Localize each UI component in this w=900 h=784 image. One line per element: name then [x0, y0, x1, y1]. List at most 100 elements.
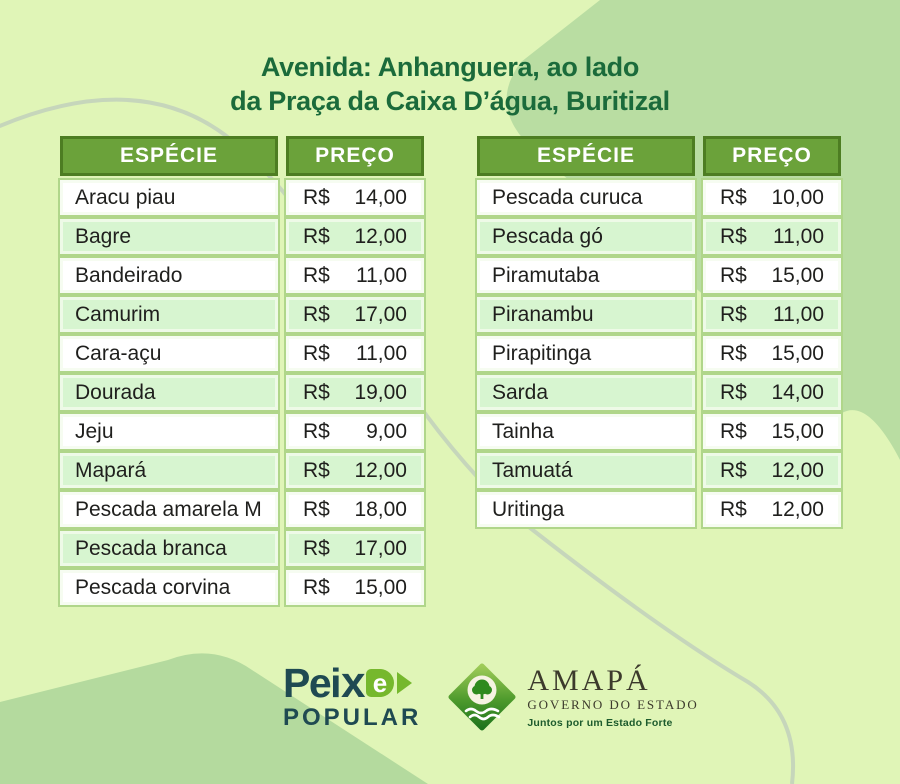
currency-symbol: R$ — [720, 263, 747, 287]
species-cell: Bagre — [60, 219, 278, 254]
species-column-header: ESPÉCIE — [477, 136, 695, 176]
currency-symbol: R$ — [303, 263, 330, 287]
species-cell: Dourada — [60, 375, 278, 410]
price-value: 12,00 — [771, 497, 824, 521]
currency-symbol: R$ — [303, 497, 330, 521]
species-cell: Piranambu — [477, 297, 695, 332]
currency-symbol: R$ — [303, 224, 330, 248]
amapa-diamond-icon — [448, 663, 516, 731]
price-value: 15,00 — [771, 341, 824, 365]
price-value: 14,00 — [354, 185, 407, 209]
price-value: 17,00 — [354, 302, 407, 326]
price-value: 15,00 — [771, 419, 824, 443]
amapa-tagline: Juntos por um Estado Forte — [527, 716, 673, 729]
price-cell: R$ 17,00 — [286, 297, 424, 332]
price-value: 12,00 — [354, 224, 407, 248]
species-cell: Mapará — [60, 453, 278, 488]
price-value: 11,00 — [773, 224, 824, 248]
species-cell: Jeju — [60, 414, 278, 449]
price-cell: R$ 11,00 — [703, 219, 841, 254]
species-cell: Tainha — [477, 414, 695, 449]
location-title-line1: Avenida: Anhanguera, ao lado — [260, 52, 640, 82]
species-cell: Tamuatá — [477, 453, 695, 488]
species-cell: Pescada amarela M — [60, 492, 278, 527]
price-value: 15,00 — [771, 263, 824, 287]
species-cell: Uritinga — [477, 492, 695, 527]
currency-symbol: R$ — [303, 419, 330, 443]
price-cell: R$ 18,00 — [286, 492, 424, 527]
amapa-government-logo: AMAPÁ GOVERNO DO ESTADO Juntos por um Es… — [447, 662, 698, 732]
price-value: 12,00 — [771, 458, 824, 482]
price-value: 11,00 — [773, 302, 824, 326]
footer-logos: Pei x e POPULAR — [283, 657, 699, 732]
species-cell: Piramutaba — [477, 258, 695, 293]
price-cell: R$ 14,00 — [703, 375, 841, 410]
price-value: 9,00 — [366, 419, 407, 443]
species-cell: Pescada gó — [477, 219, 695, 254]
fish-icon: e — [366, 668, 395, 698]
currency-symbol: R$ — [303, 302, 330, 326]
price-cell: R$ 15,00 — [703, 336, 841, 371]
currency-symbol: R$ — [303, 341, 330, 365]
price-cell: R$ 15,00 — [286, 570, 424, 605]
amapa-name: AMAPÁ — [527, 663, 651, 697]
currency-symbol: R$ — [303, 380, 330, 404]
price-value: 12,00 — [354, 458, 407, 482]
price-cell: R$ 12,00 — [703, 453, 841, 488]
popular-wordmark: POPULAR — [283, 703, 422, 731]
species-cell: Sarda — [477, 375, 695, 410]
price-cell: R$ 14,00 — [286, 180, 424, 215]
currency-symbol: R$ — [303, 536, 330, 560]
species-cell: Pescada branca — [60, 531, 278, 566]
peixe-wordmark: Pei x e — [283, 657, 421, 707]
price-cell: R$ 17,00 — [286, 531, 424, 566]
price-column-header: PREÇO — [703, 136, 841, 176]
price-cell: R$ 11,00 — [703, 297, 841, 332]
price-cell: R$ 12,00 — [703, 492, 841, 527]
currency-symbol: R$ — [720, 380, 747, 404]
currency-symbol: R$ — [303, 458, 330, 482]
currency-symbol: R$ — [720, 185, 747, 209]
peixe-popular-logo: Pei x e POPULAR — [283, 657, 422, 732]
price-cell: R$ 15,00 — [703, 258, 841, 293]
price-cell: R$ 12,00 — [286, 219, 424, 254]
location-title-line2: da Praça da Caixa D’água, Buritizal — [230, 86, 670, 116]
price-value: 17,00 — [354, 536, 407, 560]
peixe-pei-text: Pei — [283, 659, 342, 706]
price-cell: R$ 11,00 — [286, 336, 424, 371]
price-cell: R$ 15,00 — [703, 414, 841, 449]
location-title: Avenida: Anhanguera, ao lado da Praça da… — [0, 50, 900, 118]
price-cell: R$ 10,00 — [703, 180, 841, 215]
price-tables: ESPÉCIE PREÇO Aracu piau R$ 14,00 Bagre R$ 12,0… — [60, 136, 841, 605]
currency-symbol: R$ — [303, 185, 330, 209]
currency-symbol: R$ — [720, 302, 747, 326]
currency-symbol: R$ — [303, 575, 330, 599]
price-cell: R$ 19,00 — [286, 375, 424, 410]
price-table-left: ESPÉCIE PREÇO Aracu piau R$ 14,00 Bagre R$ 12,0… — [60, 136, 424, 605]
price-column-header: PREÇO — [286, 136, 424, 176]
species-cell: Pirapitinga — [477, 336, 695, 371]
price-cell: R$ 12,00 — [286, 453, 424, 488]
currency-symbol: R$ — [720, 419, 747, 443]
species-cell: Pescada corvina — [60, 570, 278, 605]
currency-symbol: R$ — [720, 341, 747, 365]
currency-symbol: R$ — [720, 497, 747, 521]
peixe-x-text: x — [341, 657, 365, 707]
price-table-right: ESPÉCIE PREÇO Pescada curuca R$ 10,00 Pescada… — [477, 136, 841, 527]
price-value: 18,00 — [354, 497, 407, 521]
currency-symbol: R$ — [720, 224, 747, 248]
price-cell: R$ 11,00 — [286, 258, 424, 293]
currency-symbol: R$ — [720, 458, 747, 482]
species-column-header: ESPÉCIE — [60, 136, 278, 176]
species-cell: Camurim — [60, 297, 278, 332]
amapa-subtitle: GOVERNO DO ESTADO — [527, 696, 699, 712]
fish-arrow-icon — [397, 671, 413, 694]
price-value: 11,00 — [356, 263, 407, 287]
price-value: 15,00 — [354, 575, 407, 599]
price-value: 14,00 — [771, 380, 824, 404]
species-cell: Cara-açu — [60, 336, 278, 371]
species-cell: Aracu piau — [60, 180, 278, 215]
price-value: 10,00 — [771, 185, 824, 209]
species-cell: Pescada curuca — [477, 180, 695, 215]
